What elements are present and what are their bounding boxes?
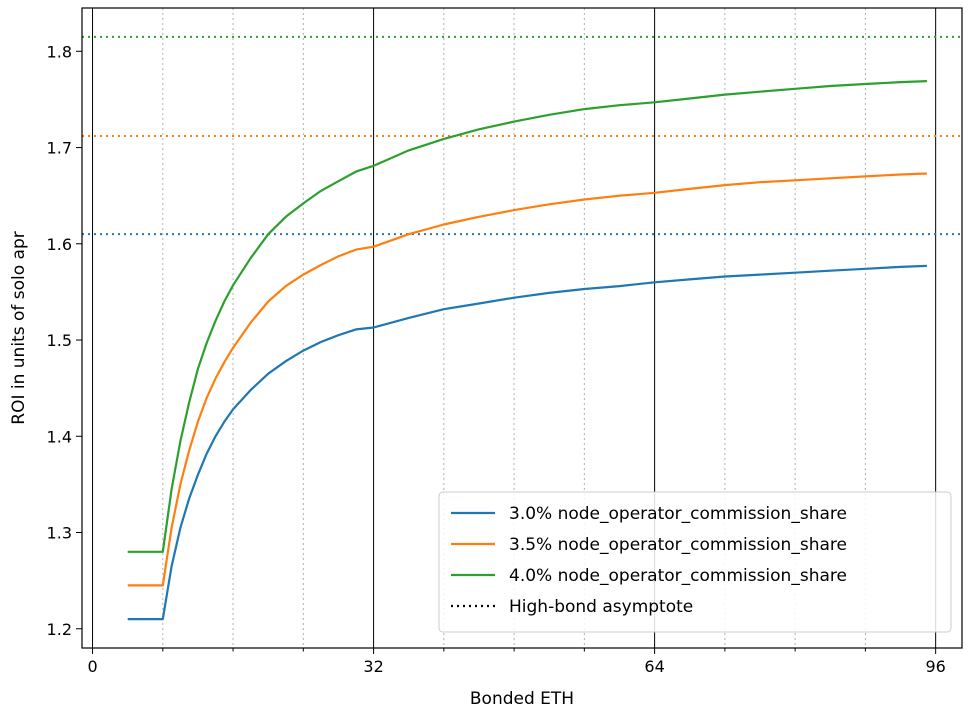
y-tick-label: 1.7	[47, 139, 72, 158]
y-tick-label: 1.8	[47, 42, 72, 61]
legend-label: 3.0% node_operator_commission_share	[509, 504, 847, 524]
x-axis-label: Bonded ETH	[470, 689, 574, 709]
series-line	[127, 80, 927, 553]
series-layer	[127, 80, 927, 621]
y-tick-label: 1.4	[47, 427, 72, 446]
legend-box	[438, 491, 952, 633]
series-line	[127, 172, 927, 587]
y-tick-label: 1.6	[47, 235, 72, 254]
x-tick-label: 32	[363, 657, 383, 676]
legend-label: 3.5% node_operator_commission_share	[509, 535, 847, 555]
legend-label: 4.0% node_operator_commission_share	[509, 566, 847, 586]
y-axis-label: ROI in units of solo apr	[9, 231, 29, 424]
y-tick-label: 1.3	[47, 524, 72, 543]
plot-frame	[81, 7, 963, 649]
x-tick-label: 96	[925, 657, 945, 676]
x-tick-label: 0	[87, 657, 97, 676]
legend-label: High-bond asymptote	[509, 597, 693, 617]
y-tick-label: 1.2	[47, 620, 72, 639]
legend: 3.0% node_operator_commission_share 3.5% …	[438, 491, 952, 633]
asymptote-layer	[82, 35, 962, 236]
y-tick-label: 1.5	[47, 331, 72, 350]
x-tick-label: 64	[644, 657, 664, 676]
series-line	[127, 264, 927, 621]
tick-layer: 0 32 64 96 1.2 1.3 1.4 1.5 1.6 1.7 1.8	[47, 42, 946, 676]
